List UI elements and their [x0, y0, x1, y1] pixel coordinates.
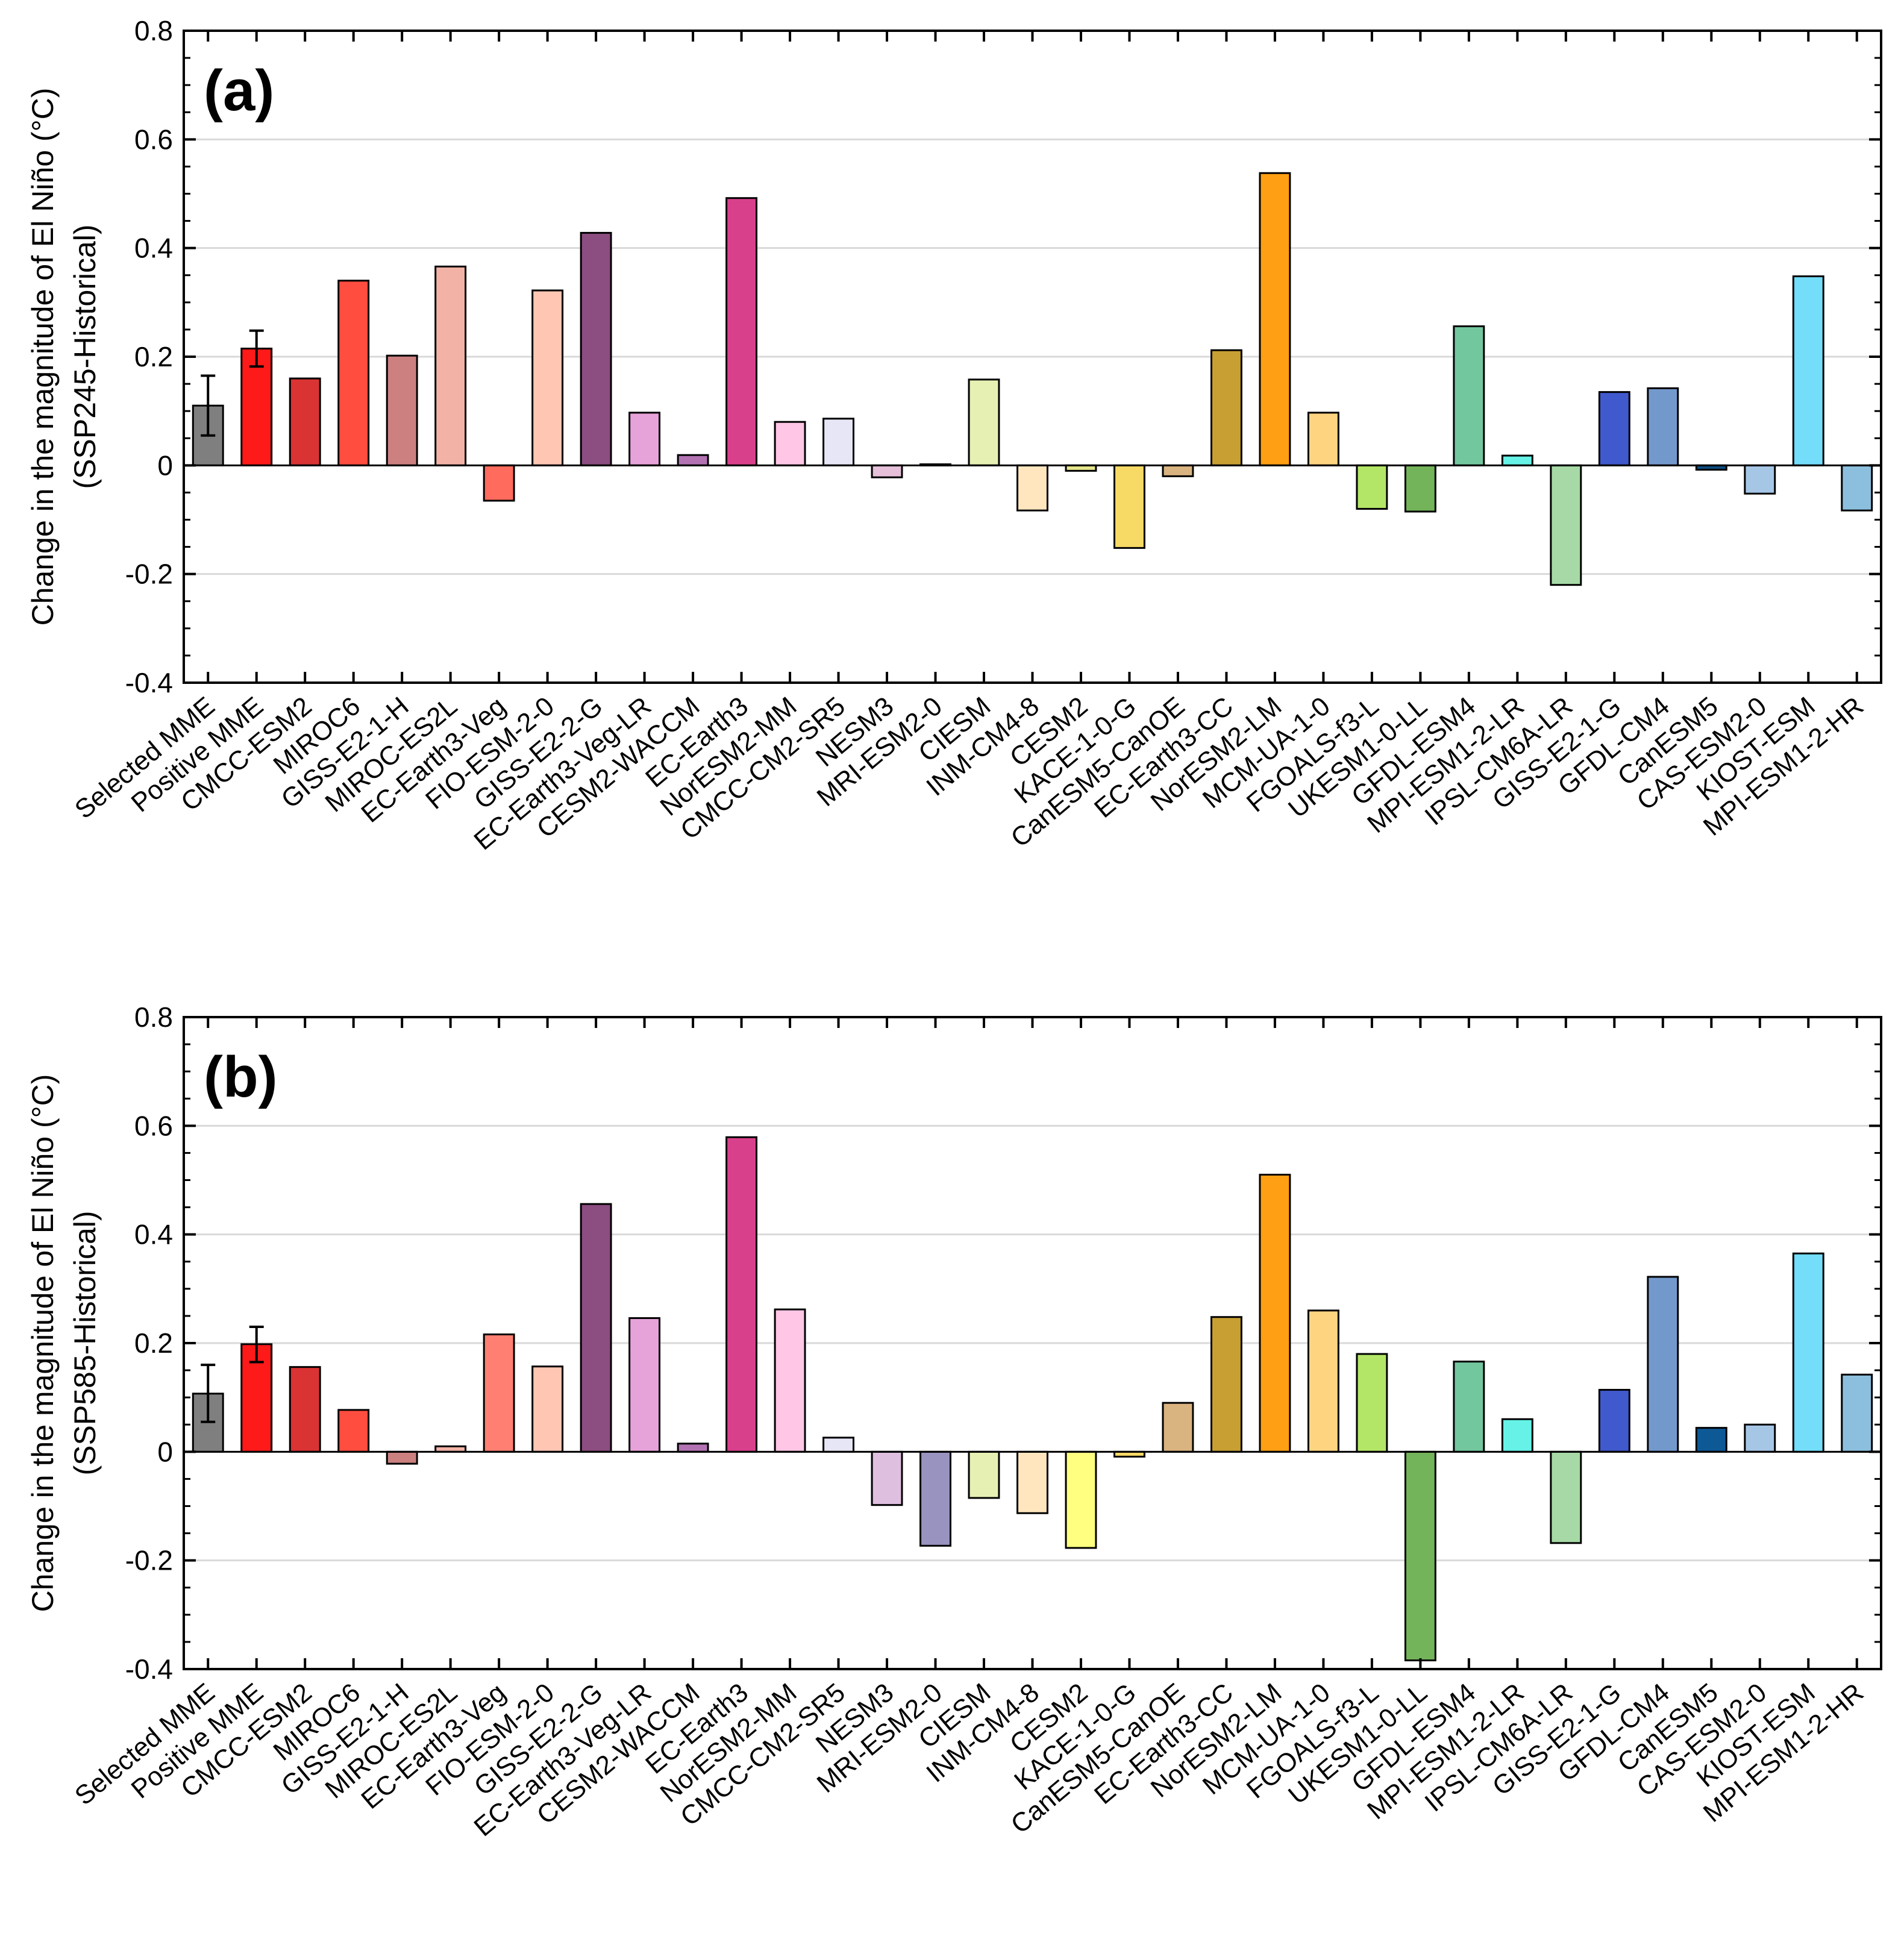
y-axis-label: Change in the magnitude of El Niño (°C) — [26, 1074, 60, 1612]
bar-mpi-esm1-2-lr — [1501, 454, 1533, 466]
bar-miroc6 — [337, 280, 370, 466]
bar-cmcc-esm2 — [289, 1366, 321, 1453]
bar-ec-earth3-veg — [483, 464, 515, 502]
bar-fio-esm-2-0 — [531, 1365, 564, 1453]
bar-cmcc-cm2-sr5 — [822, 418, 855, 466]
bar-giss-e2-1-h — [386, 354, 418, 466]
bar-canesm5-canoe — [1162, 464, 1194, 477]
ytick-label: 0 — [157, 1436, 173, 1467]
bar-ciesm — [968, 1450, 1000, 1499]
bar-cesm2-waccm — [677, 454, 709, 466]
ytick-label: -0.2 — [125, 559, 173, 590]
bar-canesm5-canoe — [1162, 1402, 1194, 1453]
bar-mcm-ua-1-0 — [1307, 412, 1339, 466]
bar-gfdl-cm4 — [1647, 1276, 1679, 1453]
ytick-label: -0.4 — [125, 667, 173, 698]
bar-mpi-esm1-2-hr — [1841, 1373, 1873, 1453]
bar-ipsl-cm6a-lr — [1550, 1450, 1582, 1544]
bar-giss-e2-2-g — [580, 231, 612, 466]
bar-giss-e2-1-g — [1598, 391, 1630, 466]
panel-tag: (b) — [204, 1045, 278, 1109]
ytick-label: 0.6 — [134, 124, 173, 155]
error-bar-0 — [201, 1364, 216, 1423]
bar-miroc-es2l — [434, 265, 467, 466]
bar-ec-earth3 — [725, 197, 758, 466]
ytick-label: 0.8 — [134, 15, 173, 46]
bar-nesm3 — [871, 1450, 903, 1506]
ytick-label: -0.2 — [125, 1545, 173, 1576]
bar-noresm2-lm — [1259, 172, 1291, 466]
bar-ec-earth3 — [725, 1136, 758, 1453]
bar-cmcc-esm2 — [289, 377, 321, 466]
bar-kiost-esm — [1792, 275, 1824, 466]
ytick-label: 0.6 — [134, 1110, 173, 1141]
bar-fgoals-f3-l — [1356, 464, 1388, 510]
bar-giss-e2-1-h — [386, 1450, 418, 1465]
y-axis-label: Change in the magnitude of El Niño (°C) — [26, 88, 60, 626]
bar-cas-esm2-0 — [1744, 1423, 1776, 1453]
bar-ec-earth3-veg — [483, 1333, 515, 1453]
error-bar-1 — [249, 1325, 264, 1364]
bar-kiost-esm — [1792, 1252, 1824, 1453]
bar-cesm2 — [1065, 1450, 1097, 1549]
bar-ukesm1-0-ll — [1404, 1450, 1436, 1662]
error-bar-0 — [201, 374, 216, 437]
bar-miroc6 — [337, 1409, 370, 1453]
error-bar-1 — [249, 329, 264, 368]
bar-mpi-esm1-2-lr — [1501, 1418, 1533, 1453]
y-axis-sublabel: (SSP245-Historical) — [68, 224, 102, 489]
panel-tag: (a) — [204, 58, 274, 123]
bar-fgoals-f3-l — [1356, 1353, 1388, 1453]
bar-mcm-ua-1-0 — [1307, 1309, 1339, 1453]
bar-inm-cm4-8 — [1016, 1450, 1048, 1514]
bar-mpi-esm1-2-hr — [1841, 464, 1873, 512]
bar-ec-earth3-cc — [1210, 349, 1242, 466]
bar-canesm5 — [1695, 1427, 1727, 1453]
bar-inm-cm4-8 — [1016, 464, 1048, 512]
bar-mri-esm2-0 — [919, 1450, 951, 1547]
bar-kace-1-0-g — [1113, 464, 1145, 549]
ytick-label: 0.8 — [134, 1001, 173, 1033]
bar-gfdl-esm4 — [1453, 1361, 1485, 1453]
bar-ec-earth3-veg-lr — [628, 412, 661, 466]
bar-ec-earth3-veg-lr — [628, 1317, 661, 1453]
bar-nesm3 — [871, 464, 903, 478]
ytick-label: -0.4 — [125, 1653, 173, 1685]
bar-noresm2-mm — [774, 421, 806, 466]
ytick-label: 0.2 — [134, 1327, 173, 1359]
bar-cmcc-cm2-sr5 — [822, 1436, 855, 1453]
ytick-label: 0.2 — [134, 341, 173, 372]
ytick-label: 0.4 — [134, 1219, 173, 1250]
bar-ciesm — [968, 378, 1000, 466]
bar-ipsl-cm6a-lr — [1550, 464, 1582, 586]
bar-noresm2-lm — [1259, 1173, 1291, 1453]
bar-ukesm1-0-ll — [1404, 464, 1436, 513]
ytick-label: 0 — [157, 450, 173, 481]
bar-cas-esm2-0 — [1744, 464, 1776, 495]
bar-noresm2-mm — [774, 1308, 806, 1453]
bar-gfdl-esm4 — [1453, 325, 1485, 466]
bar-fio-esm-2-0 — [531, 289, 564, 466]
bar-giss-e2-1-g — [1598, 1389, 1630, 1453]
y-axis-sublabel: (SSP585-Historical) — [68, 1211, 102, 1475]
bar-gfdl-cm4 — [1647, 387, 1679, 466]
bar-giss-e2-2-g — [580, 1203, 612, 1453]
ytick-label: 0.4 — [134, 233, 173, 264]
bar-ec-earth3-cc — [1210, 1316, 1242, 1453]
bar-cesm2-waccm — [677, 1443, 709, 1453]
